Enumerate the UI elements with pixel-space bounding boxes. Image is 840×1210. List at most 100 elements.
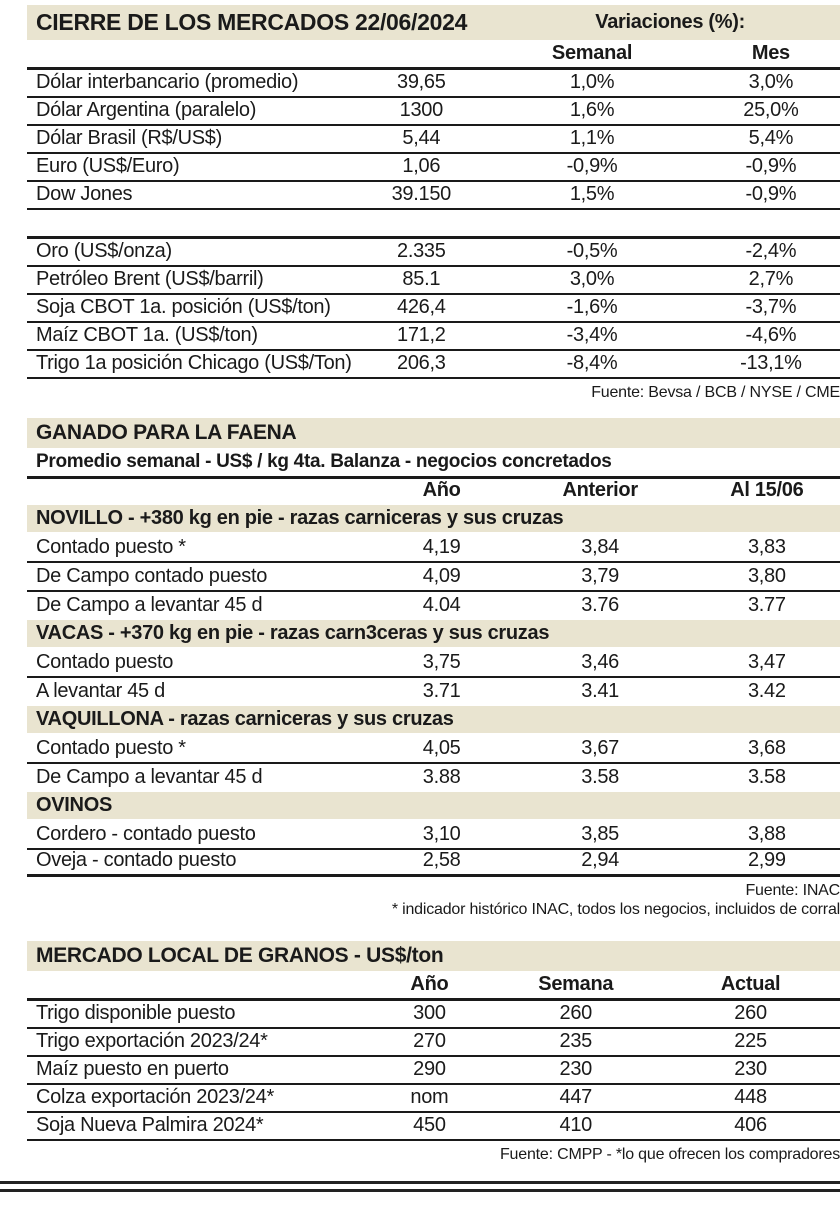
row-label: Soja Nueva Palmira 2024* xyxy=(36,1114,264,1136)
table-row: Contado puesto * 4,05 3,67 3,68 xyxy=(27,733,840,762)
table-row: Maíz puesto en puerto 290 230 230 xyxy=(27,1057,840,1085)
row-al: 3.58 xyxy=(747,766,786,788)
row-anterior: 3,79 xyxy=(581,565,620,587)
empty-header-cell xyxy=(27,64,360,67)
row-mes: -2,4% xyxy=(745,240,797,262)
table-row: Dow Jones 39.150 1,5% -0,9% xyxy=(27,182,840,210)
cattle-header-bar: GANADO PARA LA FAENA xyxy=(27,418,840,448)
row-al: 3,80 xyxy=(747,565,786,587)
row-semanal: -8,4% xyxy=(566,352,618,374)
markets-title: CIERRE DE LOS MERCADOS 22/06/2024 xyxy=(36,9,468,35)
group-header-label: VAQUILLONA - razas carniceras y sus cruz… xyxy=(36,708,454,730)
row-value: 171,2 xyxy=(397,324,446,346)
column-header-semana: Semana xyxy=(538,973,614,995)
row-label: De Campo a levantar 45 d xyxy=(36,766,263,788)
row-mes: -4,6% xyxy=(745,324,797,346)
cattle-group-rows: Contado puesto * 4,05 3,67 3,68 De Campo… xyxy=(27,733,840,791)
cattle-group-header-vacas: VACAS - +370 kg en pie - razas carn3cera… xyxy=(27,620,840,647)
blocks-spacer xyxy=(27,210,840,236)
markets-column-headers: Semanal Mes xyxy=(27,40,840,70)
row-label: Colza exportación 2023/24* xyxy=(36,1086,274,1108)
row-anterior: 3,67 xyxy=(581,737,620,759)
row-value: 5,44 xyxy=(402,127,441,149)
row-label: Maíz puesto en puerto xyxy=(36,1058,229,1080)
row-mes: 25,0% xyxy=(743,99,799,121)
row-ano: 3.71 xyxy=(422,680,461,702)
row-label: Trigo exportación 2023/24* xyxy=(36,1030,268,1052)
variations-label: Variaciones (%): xyxy=(595,11,745,33)
grains-header-bar: MERCADO LOCAL DE GRANOS - US$/ton xyxy=(27,941,840,971)
row-label: Dow Jones xyxy=(36,183,133,205)
column-header-ano: Año xyxy=(410,973,449,995)
table-row: Trigo disponible puesto 300 260 260 xyxy=(27,1001,840,1029)
row-ano: 3,10 xyxy=(422,823,461,845)
table-row: Euro (US$/Euro) 1,06 -0,9% -0,9% xyxy=(27,154,840,182)
markets-block-2: Oro (US$/onza) 2.335 -0,5% -2,4% Petróle… xyxy=(27,236,840,379)
row-label: Contado puesto xyxy=(36,651,174,673)
row-semanal: 1,6% xyxy=(569,99,615,121)
row-anterior: 3,85 xyxy=(581,823,620,845)
section-spacer xyxy=(27,403,840,418)
table-row: Maíz CBOT 1a. (US$/ton) 171,2 -3,4% -4,6… xyxy=(27,323,840,351)
row-label: Trigo 1a posición Chicago (US$/Ton) xyxy=(36,352,352,374)
grains-title: MERCADO LOCAL DE GRANOS - US$/ton xyxy=(36,944,444,967)
row-semana: 235 xyxy=(559,1030,593,1052)
row-semanal: 1,5% xyxy=(569,183,615,205)
row-mes: 5,4% xyxy=(748,127,794,149)
row-anterior: 3,84 xyxy=(581,536,620,558)
column-header-anterior: Anterior xyxy=(562,479,638,501)
row-al: 3,68 xyxy=(747,737,786,759)
row-semanal: -0,9% xyxy=(566,155,618,177)
row-label: Maíz CBOT 1a. (US$/ton) xyxy=(36,324,258,346)
cattle-group-rows: Contado puesto * 4,19 3,84 3,83 De Campo… xyxy=(27,532,840,619)
row-value: 39.150 xyxy=(391,183,452,205)
row-label: Cordero - contado puesto xyxy=(36,823,256,845)
row-ano: 4,09 xyxy=(422,565,461,587)
cattle-source: Fuente: INAC xyxy=(745,882,840,899)
row-actual: 260 xyxy=(734,1002,767,1024)
row-ano: 270 xyxy=(413,1030,446,1052)
row-label: A levantar 45 d xyxy=(36,680,165,702)
table-row: Dólar interbancario (promedio) 39,65 1,0… xyxy=(27,70,840,98)
row-anterior: 3.41 xyxy=(581,680,620,702)
table-row: A levantar 45 d 3.71 3.41 3.42 xyxy=(27,676,840,705)
table-row: De Campo a levantar 45 d 3.88 3.58 3.58 xyxy=(27,762,840,791)
row-anterior: 2,94 xyxy=(581,849,620,871)
row-label: Dólar Brasil (R$/US$) xyxy=(36,127,222,149)
markets-source: Fuente: Bevsa / BCB / NYSE / CME xyxy=(591,384,840,401)
row-semanal: -1,6% xyxy=(566,296,618,318)
row-label: Dólar interbancario (promedio) xyxy=(36,71,299,93)
markets-section: CIERRE DE LOS MERCADOS 22/06/2024 Variac… xyxy=(27,5,840,403)
row-semanal: 1,1% xyxy=(569,127,615,149)
row-semanal: 1,0% xyxy=(569,71,615,93)
table-row: Oro (US$/onza) 2.335 -0,5% -2,4% xyxy=(27,239,840,267)
row-value: 426,4 xyxy=(397,296,446,318)
column-header-actual: Actual xyxy=(720,973,781,995)
row-anterior: 3.58 xyxy=(581,766,620,788)
row-al: 3.77 xyxy=(747,594,786,616)
row-ano: 3,75 xyxy=(422,651,461,673)
column-header-ano: Año xyxy=(422,479,461,501)
cattle-title: GANADO PARA LA FAENA xyxy=(36,421,297,444)
empty-header-cell xyxy=(360,64,482,67)
column-header-semanal: Semanal xyxy=(551,42,633,64)
empty-header-cell xyxy=(27,995,368,998)
row-semanal: -0,5% xyxy=(566,240,618,262)
row-mes: 3,0% xyxy=(748,71,794,93)
row-ano: 4,05 xyxy=(422,737,461,759)
column-header-mes: Mes xyxy=(751,42,790,64)
row-label: Petróleo Brent (US$/barril) xyxy=(36,268,264,290)
row-semanal: 3,0% xyxy=(569,268,615,290)
row-ano: 4.04 xyxy=(422,594,461,616)
table-row: Trigo exportación 2023/24* 270 235 225 xyxy=(27,1029,840,1057)
row-semana: 230 xyxy=(559,1058,593,1080)
bottom-double-rule xyxy=(0,1181,840,1192)
table-row: Cordero - contado puesto 3,10 3,85 3,88 xyxy=(27,819,840,848)
row-anterior: 3,46 xyxy=(581,651,620,673)
table-row: Dólar Argentina (paralelo) 1300 1,6% 25,… xyxy=(27,98,840,126)
row-label: Oveja - contado puesto xyxy=(36,849,237,871)
row-label: Dólar Argentina (paralelo) xyxy=(36,99,257,121)
section-spacer xyxy=(27,923,840,941)
row-label: Soja CBOT 1a. posición (US$/ton) xyxy=(36,296,331,318)
table-row: Dólar Brasil (R$/US$) 5,44 1,1% 5,4% xyxy=(27,126,840,154)
